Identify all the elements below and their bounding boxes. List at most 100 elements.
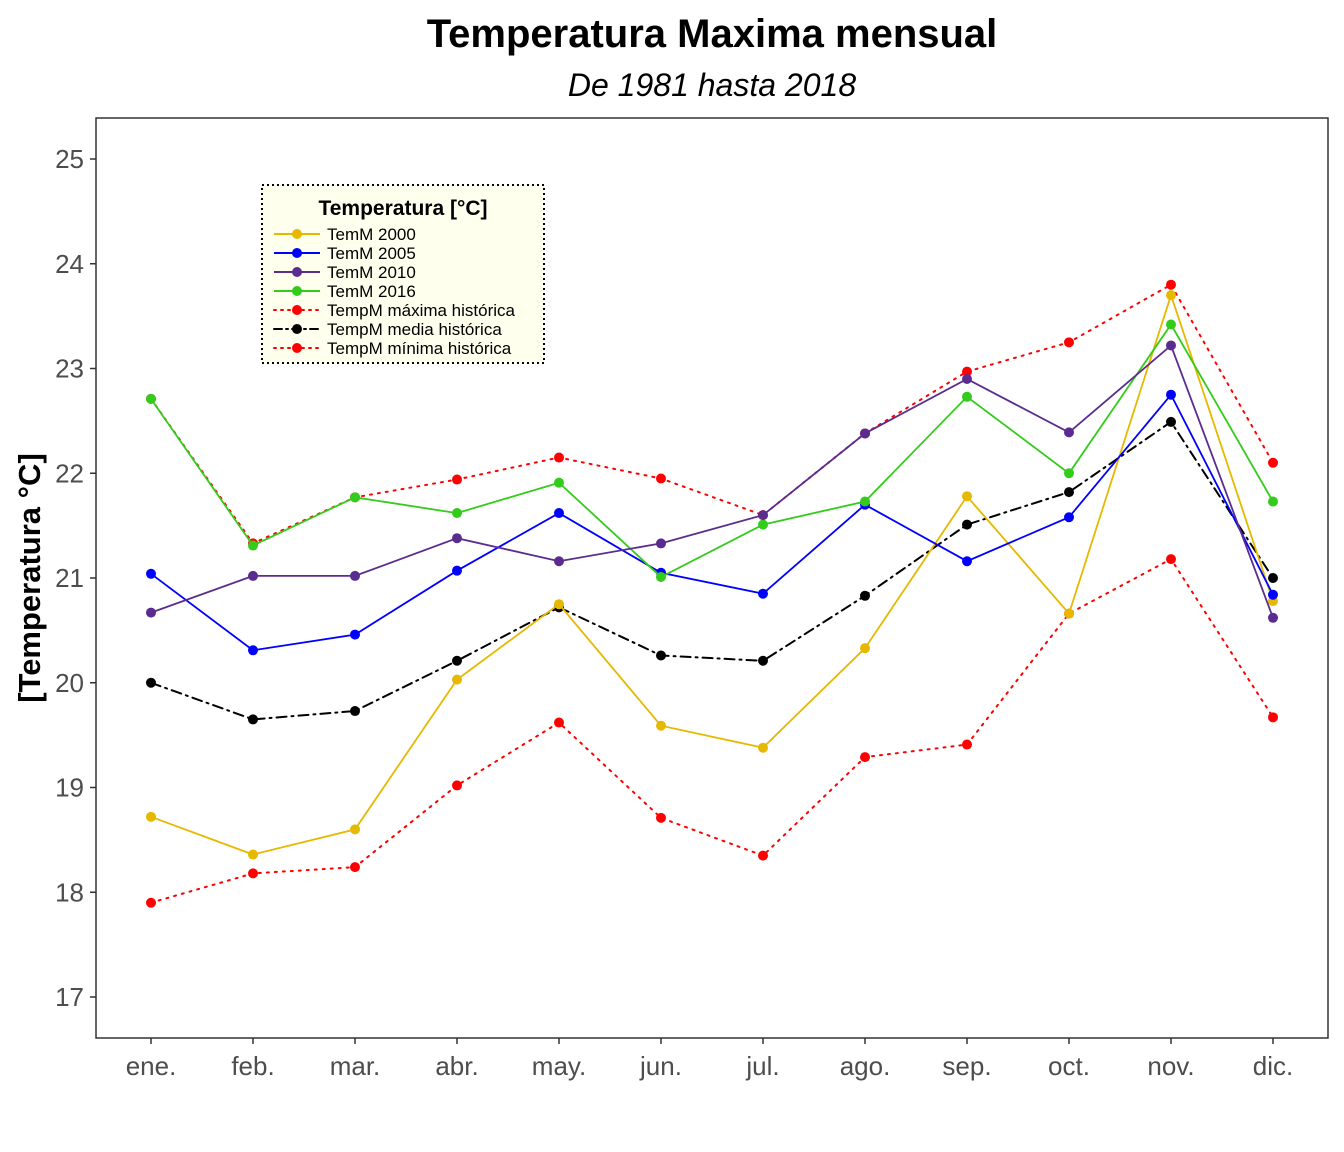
x-tick-label: ene.	[126, 1051, 177, 1081]
data-point	[1166, 319, 1176, 330]
data-point	[1166, 340, 1176, 351]
legend-label: TempM media histórica	[327, 320, 502, 339]
series-3	[146, 340, 1278, 623]
y-tick-label: 24	[55, 249, 84, 279]
data-point	[758, 588, 768, 599]
data-point	[248, 570, 258, 581]
data-point	[656, 812, 666, 823]
data-point	[146, 607, 156, 618]
x-tick-label: feb.	[231, 1051, 274, 1081]
series-1	[146, 290, 1278, 860]
x-tick-label: abr.	[435, 1051, 478, 1081]
series-line	[150, 393, 1274, 652]
data-point	[962, 739, 972, 750]
x-axis: ene. feb. mar. abr. may. jun. jul. ago. sep. oct.…	[126, 1038, 1293, 1081]
data-point	[962, 391, 972, 402]
data-point	[554, 556, 564, 567]
data-point	[350, 570, 360, 581]
x-tick-label: oct.	[1048, 1051, 1090, 1081]
data-point	[350, 492, 360, 503]
legend-swatch-point	[292, 305, 302, 315]
data-point	[1268, 612, 1278, 623]
y-tick-label: 19	[55, 773, 84, 803]
data-point	[248, 645, 258, 656]
x-tick-label: jun.	[639, 1051, 682, 1081]
data-point	[1268, 496, 1278, 507]
data-point	[962, 519, 972, 530]
data-point	[962, 491, 972, 502]
legend-swatch-point	[292, 267, 302, 277]
y-tick-label: 23	[55, 354, 84, 384]
data-point	[860, 428, 870, 439]
data-point	[656, 720, 666, 731]
data-point	[452, 565, 462, 576]
legend-item: TemM 2005	[274, 244, 416, 263]
legend-swatch-point	[292, 248, 302, 258]
data-point	[248, 540, 258, 551]
data-point	[758, 742, 768, 753]
legend-label: TemM 2005	[327, 244, 416, 263]
x-tick-label: mar.	[330, 1051, 381, 1081]
legend-label: TempM máxima histórica	[327, 301, 516, 320]
data-point	[452, 674, 462, 685]
x-tick-label: dic.	[1253, 1051, 1293, 1081]
series-7	[146, 554, 1278, 908]
chart-subtitle: De 1981 hasta 2018	[568, 67, 856, 103]
data-point	[1064, 427, 1074, 438]
data-point	[962, 373, 972, 384]
legend-label: TempM mínima histórica	[327, 339, 512, 358]
data-point	[554, 508, 564, 519]
data-point	[1268, 457, 1278, 468]
series-layer	[146, 279, 1278, 908]
data-point	[656, 473, 666, 484]
legend-label: TemM 2000	[327, 225, 416, 244]
data-point	[554, 477, 564, 488]
legend-item: TemM 2016	[274, 282, 416, 301]
y-tick-label: 20	[55, 668, 84, 698]
legend-swatch-point	[292, 343, 302, 353]
data-point	[1166, 389, 1176, 400]
data-point	[146, 393, 156, 404]
data-point	[656, 571, 666, 582]
legend-item: TemM 2010	[274, 263, 416, 282]
data-point	[962, 556, 972, 567]
data-point	[1268, 573, 1278, 583]
y-tick-label: 18	[55, 877, 84, 907]
series-line	[150, 557, 1274, 904]
data-point	[452, 474, 462, 485]
x-tick-label: nov.	[1147, 1051, 1194, 1081]
data-point	[452, 508, 462, 519]
data-point	[452, 533, 462, 544]
y-tick-label: 21	[55, 563, 84, 593]
data-point	[656, 650, 666, 661]
data-point	[1064, 512, 1074, 523]
data-point	[248, 849, 258, 860]
x-tick-label: may.	[532, 1051, 586, 1081]
series-line	[150, 283, 1274, 545]
legend-item: TemM 2000	[274, 225, 416, 244]
y-tick-label: 22	[55, 458, 84, 488]
data-point	[1064, 487, 1074, 498]
x-tick-label: ago.	[840, 1051, 891, 1081]
data-point	[860, 752, 870, 763]
legend-box	[261, 184, 545, 364]
x-tick-label: sep.	[942, 1051, 991, 1081]
data-point	[1064, 608, 1074, 619]
legend-label: TemM 2016	[327, 282, 416, 301]
series-line	[150, 343, 1274, 619]
legend-swatch-point	[292, 324, 302, 334]
data-point	[1268, 712, 1278, 723]
data-point	[1166, 279, 1176, 290]
data-point	[758, 850, 768, 861]
series-4	[146, 319, 1278, 582]
legend-title: Temperatura [°C]	[318, 197, 487, 220]
legend-item: TempM mínima histórica	[273, 339, 512, 358]
data-point	[656, 538, 666, 549]
data-point	[860, 643, 870, 654]
data-point	[758, 519, 768, 530]
legend-item: TempM máxima histórica	[273, 301, 516, 320]
data-point	[758, 655, 768, 666]
series-line	[150, 292, 1274, 856]
legend-label: TemM 2010	[327, 263, 416, 282]
